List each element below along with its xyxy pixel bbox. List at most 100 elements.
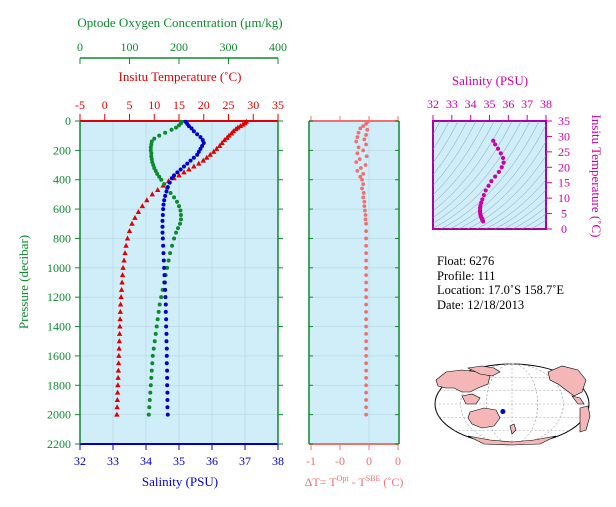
delta-point — [364, 243, 368, 248]
oxygen-point — [174, 125, 179, 130]
profile-points — [114, 118, 250, 417]
globe-map — [434, 363, 591, 446]
oxygen-point — [169, 127, 174, 132]
pressure-tick-label: 1800 — [47, 378, 71, 392]
ts-y-tick-label: 0 — [561, 222, 567, 236]
pressure-tick-label: 400 — [53, 173, 71, 187]
salinity-point — [161, 207, 166, 212]
ts-x-tick-label: 33 — [446, 97, 458, 111]
temperature-point — [115, 374, 121, 380]
oxygen-point — [146, 412, 151, 417]
delta-point — [360, 177, 364, 182]
salinity-point — [164, 339, 169, 344]
pressure-tick-label: 1600 — [47, 349, 71, 363]
ts-y-tick-label: 30 — [558, 129, 570, 143]
delta-point — [357, 157, 362, 162]
profile-number: Profile: 111 — [437, 268, 496, 283]
temperature-tick-label: 35 — [272, 98, 284, 112]
ts-point — [495, 146, 501, 151]
oxygen-tick-label: 400 — [269, 40, 287, 54]
temperature-series — [114, 118, 250, 417]
delta-point — [358, 126, 363, 131]
density-contour — [467, 155, 546, 229]
temperature-point — [135, 209, 142, 215]
ts-point — [480, 219, 486, 224]
salinity-tick-label: 37 — [239, 454, 251, 468]
delta-point — [358, 174, 363, 179]
ts-point — [483, 188, 488, 193]
temperature-point — [114, 411, 120, 417]
temperature-tick-label: 10 — [148, 98, 160, 112]
temperature-point — [219, 140, 225, 146]
salinity-point — [164, 353, 169, 358]
ts-x-tick-label: 38 — [540, 97, 552, 111]
density-contour — [440, 121, 540, 229]
ts-x-ticks: 32 33 34 35 36 37 38 — [427, 97, 552, 121]
globe-meridian — [460, 363, 564, 445]
density-contour — [485, 179, 546, 229]
salinity-point — [189, 126, 194, 131]
salinity-point — [162, 198, 167, 203]
delta-tick-label: 0 — [395, 454, 401, 468]
oxygen-point — [155, 317, 160, 322]
ts-point — [501, 160, 506, 165]
density-contour — [476, 167, 546, 229]
ts-ylabel: Insitu Temperature (˚C) — [589, 114, 604, 237]
temperature-point — [221, 137, 228, 143]
salinity-point — [164, 331, 169, 336]
salinity-point — [200, 143, 205, 148]
continent-southeast-asia — [461, 393, 481, 405]
temperature-point — [233, 126, 239, 132]
delta-point — [364, 302, 368, 307]
delta-point — [364, 258, 368, 263]
delta-point — [364, 376, 368, 380]
oxygen-point — [166, 258, 171, 263]
temperature-tick-label: -5 — [75, 98, 85, 112]
delta-point — [364, 221, 368, 226]
temperature-point — [114, 389, 121, 395]
oxygen-point — [175, 199, 180, 204]
delta-point — [364, 280, 368, 285]
salinity-point — [165, 390, 170, 395]
delta-point — [364, 133, 368, 137]
temperature-point — [224, 134, 230, 140]
temperature-point — [120, 264, 126, 270]
salinity-point — [186, 124, 191, 129]
oxygen-point — [148, 390, 153, 395]
density-contour — [433, 121, 477, 186]
oxygen-point — [149, 151, 154, 156]
salinity-tick-label: 38 — [272, 454, 284, 468]
salinity-point — [164, 361, 169, 366]
temperature-point — [116, 352, 122, 358]
salinity-point — [161, 243, 166, 248]
delta-point — [365, 127, 370, 132]
temperature-point — [216, 142, 223, 148]
delta-point — [364, 398, 368, 402]
salinity-point — [165, 397, 170, 402]
oxygen-point — [168, 251, 173, 256]
oxygen-point — [178, 217, 183, 222]
continent-antarctica — [467, 435, 557, 446]
oxygen-point — [157, 302, 162, 307]
temperature-tick-label: 25 — [223, 98, 235, 112]
delta-axis-label: ΔT= TOpt - TSBE (˚C) — [305, 474, 404, 489]
ts-y-tick-label: 5 — [561, 207, 567, 221]
temperature-point — [119, 272, 126, 278]
salinity-point — [161, 251, 166, 256]
salinity-point — [160, 236, 165, 241]
oxygen-point — [163, 130, 168, 135]
oxygen-point — [148, 145, 153, 150]
oxygen-point — [177, 204, 181, 209]
oxygen-point — [170, 243, 175, 248]
delta-point — [361, 182, 366, 187]
continent-central-america — [571, 395, 585, 405]
temperature-point — [228, 130, 235, 136]
delta-point — [363, 208, 367, 213]
temperature-point — [117, 316, 123, 322]
delta-point — [361, 191, 366, 195]
salinity-point — [178, 167, 183, 172]
oxygen-point — [177, 221, 182, 226]
delta-point — [356, 145, 361, 150]
